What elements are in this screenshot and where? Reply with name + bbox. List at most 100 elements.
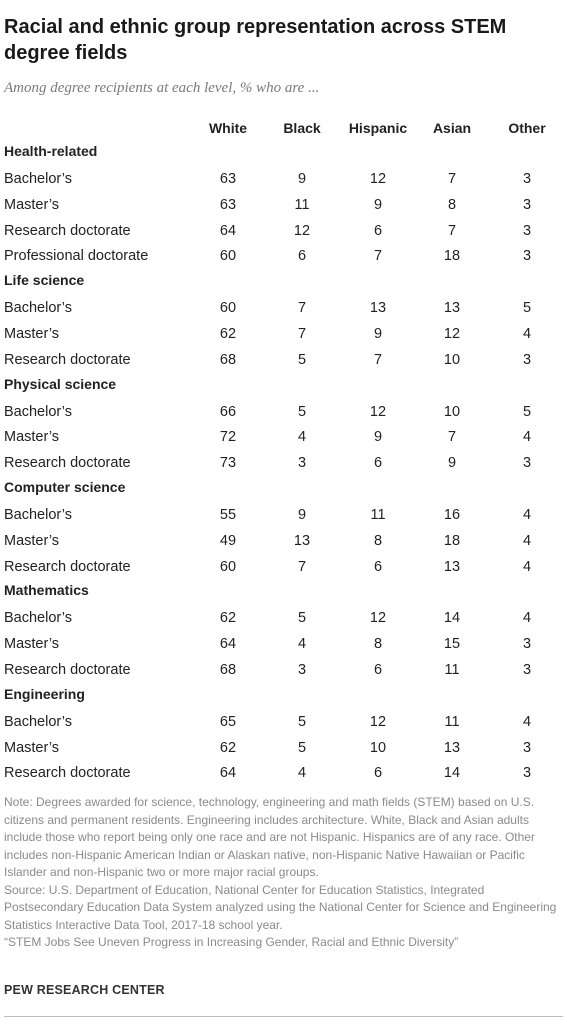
- cell-hispanic: 12: [369, 403, 387, 420]
- cell-hispanic: 9: [373, 325, 383, 342]
- cell-hispanic: 9: [373, 196, 383, 213]
- cell-black: 4: [297, 765, 307, 782]
- cell-other: 4: [522, 325, 532, 342]
- cell-asian: 13: [443, 558, 461, 575]
- table-row: Research doctorate 64 12 6 7 3: [0, 220, 567, 246]
- cell-white: 68: [219, 661, 237, 678]
- group-label: Engineering: [4, 685, 85, 702]
- cell-white: 66: [219, 403, 237, 420]
- cell-white: 73: [219, 455, 237, 472]
- row-label: Research doctorate: [4, 351, 131, 368]
- table-row: Research doctorate 68 3 6 11 3: [0, 659, 567, 685]
- cell-asian: 7: [447, 429, 457, 446]
- cell-asian: 11: [444, 661, 460, 678]
- row-label: Bachelor’s: [4, 171, 72, 187]
- row-label: Research doctorate: [4, 455, 131, 472]
- cell-hispanic: 12: [369, 713, 387, 730]
- cell-white: 60: [219, 248, 237, 265]
- cell-asian: 10: [443, 403, 461, 420]
- cell-black: 7: [297, 558, 307, 575]
- row-label: Master’s: [4, 532, 60, 549]
- cell-hispanic: 6: [373, 222, 383, 239]
- table-row: Bachelor’s 62 5 12 14 4: [0, 607, 567, 633]
- group-header: Physical science: [0, 375, 567, 401]
- cell-black: 7: [297, 325, 307, 342]
- group-label: Physical science: [4, 375, 117, 392]
- group-label: Health-related: [4, 143, 98, 159]
- chart-subtitle: Among degree recipients at each level, %…: [4, 80, 320, 96]
- cell-black: 3: [297, 661, 307, 678]
- column-header-white: White: [208, 120, 248, 136]
- cell-white: 64: [219, 636, 237, 653]
- cell-hispanic: 8: [373, 636, 383, 653]
- report-title: “STEM Jobs See Uneven Progress in Increa…: [4, 935, 459, 949]
- cell-other: 4: [522, 713, 532, 730]
- table-row: Master’s 72 4 9 7 4: [0, 426, 567, 452]
- cell-hispanic: 12: [369, 610, 387, 627]
- row-label: Bachelor’s: [4, 403, 72, 420]
- cell-black: 13: [293, 532, 311, 549]
- row-label: Master’s: [4, 429, 60, 446]
- table-row: Bachelor’s 66 5 12 10 5: [0, 401, 567, 427]
- cell-asian: 18: [443, 248, 461, 265]
- cell-white: 62: [219, 610, 237, 627]
- cell-asian: 10: [443, 351, 461, 368]
- brand-logo-text: PEW RESEARCH CENTER: [4, 983, 165, 997]
- cell-black: 5: [297, 610, 307, 627]
- cell-black: 6: [297, 248, 307, 265]
- cell-black: 3: [297, 455, 307, 472]
- group-label: Computer science: [4, 478, 126, 495]
- cell-white: 64: [219, 765, 237, 782]
- cell-black: 5: [297, 403, 307, 420]
- row-label: Master’s: [4, 636, 60, 653]
- cell-asian: 14: [443, 765, 461, 782]
- cell-asian: 11: [444, 713, 460, 730]
- cell-hispanic: 9: [373, 429, 383, 446]
- group-label: Life science: [4, 272, 85, 289]
- cell-asian: 18: [443, 532, 461, 549]
- table-row: Master’s 49 13 8 18 4: [0, 530, 567, 556]
- cell-white: 60: [219, 558, 237, 575]
- cell-hispanic: 11: [370, 506, 386, 523]
- cell-hispanic: 8: [373, 532, 383, 549]
- group-header: Engineering: [0, 685, 567, 711]
- table-row: Professional doctorate 60 6 7 18 3: [0, 245, 567, 271]
- cell-asian: 8: [447, 196, 457, 213]
- cell-other: 3: [522, 248, 532, 265]
- cell-other: 3: [522, 661, 532, 678]
- cell-other: 5: [522, 300, 532, 317]
- group-header: Computer science: [0, 478, 567, 504]
- cell-other: 3: [522, 171, 532, 187]
- row-label: Research doctorate: [4, 661, 131, 678]
- group-label: Mathematics: [4, 582, 89, 599]
- cell-other: 4: [522, 429, 532, 446]
- table-row: Bachelor’s 65 5 12 11 4: [0, 711, 567, 737]
- cell-white: 62: [219, 325, 237, 342]
- row-label: Master’s: [4, 325, 60, 342]
- cell-other: 3: [522, 636, 532, 653]
- cell-asian: 13: [443, 739, 461, 756]
- table-row: Research doctorate 60 7 6 13 4: [0, 556, 567, 582]
- column-header-row: White Black Hispanic Asian Other: [0, 114, 567, 142]
- cell-hispanic: 12: [369, 171, 387, 187]
- row-label: Research doctorate: [4, 222, 131, 239]
- cell-other: 4: [522, 558, 532, 575]
- group-header: Life science: [0, 271, 567, 297]
- row-label: Bachelor’s: [4, 713, 72, 730]
- table-row: Master’s 62 7 9 12 4: [0, 323, 567, 349]
- column-header-asian: Asian: [432, 120, 472, 136]
- cell-white: 49: [219, 532, 237, 549]
- cell-black: 9: [297, 171, 307, 187]
- table-row: Bachelor’s 55 9 11 16 4: [0, 504, 567, 530]
- cell-hispanic: 7: [373, 248, 383, 265]
- cell-asian: 14: [443, 610, 461, 627]
- cell-hispanic: 6: [373, 661, 383, 678]
- cell-white: 64: [219, 222, 237, 239]
- cell-black: 12: [293, 222, 311, 239]
- cell-other: 5: [522, 403, 532, 420]
- column-header-hispanic: Hispanic: [348, 120, 408, 136]
- group-header: Health-related: [0, 142, 567, 168]
- cell-other: 4: [522, 610, 532, 627]
- cell-asian: 9: [447, 455, 457, 472]
- column-header-black: Black: [283, 120, 321, 136]
